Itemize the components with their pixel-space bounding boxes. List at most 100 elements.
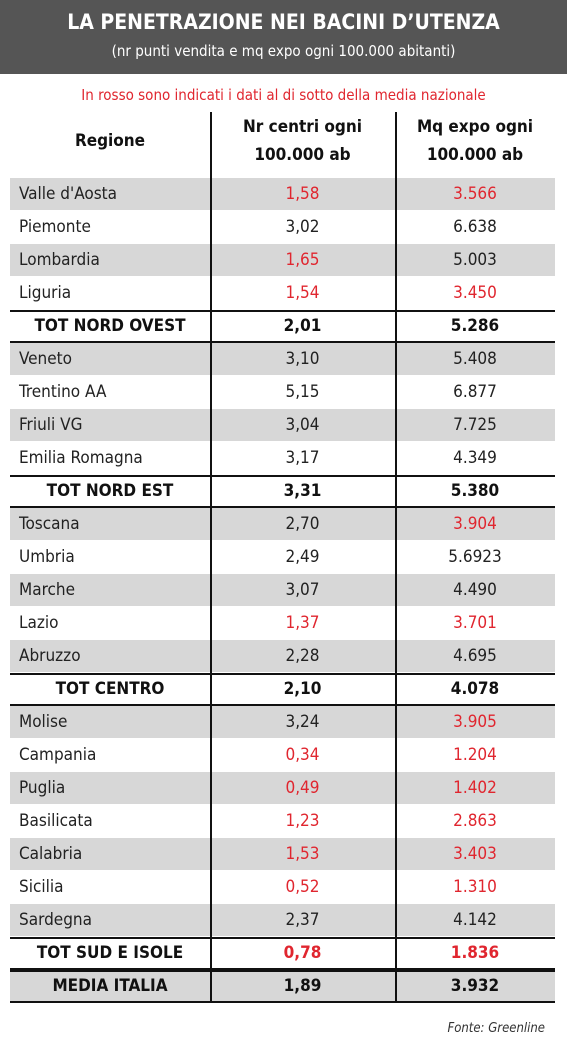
row-label: Friuli VG xyxy=(19,415,83,435)
row-label: Abruzzo xyxy=(19,646,81,666)
cell-value: 3.932 xyxy=(450,976,500,996)
row-sep xyxy=(10,738,555,739)
row-label: Basilicata xyxy=(19,811,93,831)
cell-value: 1,54 xyxy=(285,283,320,303)
cell-value: 1,65 xyxy=(285,250,320,270)
row-label: Sicilia xyxy=(19,877,64,897)
row-sep xyxy=(10,210,555,211)
row-sep xyxy=(10,870,555,871)
row-border xyxy=(10,673,555,675)
row-label: Toscana xyxy=(19,514,80,534)
subtitle: (nr punti vendita e mq expo ogni 100.000… xyxy=(111,42,456,60)
row-bg xyxy=(10,970,555,1003)
cell-value: 2,37 xyxy=(285,910,320,930)
row-label: TOT NORD OVEST xyxy=(34,316,186,336)
row-sep xyxy=(10,573,555,574)
cell-value: 0,52 xyxy=(285,877,320,897)
row-label: Marche xyxy=(19,580,75,600)
cell-value: 1.836 xyxy=(450,943,500,963)
row-label: Liguria xyxy=(19,283,72,303)
cell-value: 3.701 xyxy=(453,613,497,633)
cell-value: 0,34 xyxy=(285,745,320,765)
row-label: Emilia Romagna xyxy=(19,448,143,468)
row-label: TOT SUD E ISOLE xyxy=(36,943,184,963)
title: LA PENETRAZIONE NEI BACINI D’UTENZA xyxy=(67,10,500,34)
cell-value: 5.286 xyxy=(450,316,500,336)
row-label: Piemonte xyxy=(19,217,91,237)
row-sep xyxy=(10,837,555,838)
column-divider xyxy=(210,112,212,1003)
row-bg xyxy=(10,574,555,607)
row-sep xyxy=(10,606,555,607)
row-sep xyxy=(10,771,555,772)
cell-value: 4.490 xyxy=(453,580,497,600)
cell-value: 5.6923 xyxy=(448,547,502,567)
cell-value: 1.310 xyxy=(453,877,497,897)
cell-value: 4.349 xyxy=(453,448,497,468)
cell-value: 3,17 xyxy=(285,448,320,468)
row-sep xyxy=(10,936,555,937)
row-bg xyxy=(10,838,555,871)
row-border xyxy=(10,310,555,312)
cell-value: 1.402 xyxy=(453,778,497,798)
cell-value: 0,78 xyxy=(283,943,322,963)
row-border xyxy=(10,704,555,706)
cell-value: 6.877 xyxy=(453,382,497,402)
cell-value: 3,04 xyxy=(285,415,320,435)
cell-value: 3,02 xyxy=(285,217,320,237)
row-sep xyxy=(10,672,555,673)
note: In rosso sono indicati i dati al di sott… xyxy=(81,86,486,104)
row-sep xyxy=(10,408,555,409)
row-label: Sardegna xyxy=(19,910,92,930)
row-bg xyxy=(10,508,555,541)
cell-value: 3,07 xyxy=(285,580,320,600)
row-sep xyxy=(10,441,555,442)
row-border xyxy=(10,475,555,477)
column-header: 100.000 ab xyxy=(426,145,524,165)
column-divider xyxy=(395,112,397,1003)
source: Fonte: Greenline xyxy=(447,1021,545,1036)
cell-value: 2,10 xyxy=(283,679,322,699)
row-bg xyxy=(10,343,555,376)
row-sep xyxy=(10,639,555,640)
row-sep xyxy=(10,243,555,244)
row-label: Valle d'Aosta xyxy=(19,184,118,204)
row-sep xyxy=(10,804,555,805)
row-label: Veneto xyxy=(19,349,73,369)
column-header: 100.000 ab xyxy=(254,145,351,165)
row-label: Molise xyxy=(19,712,68,732)
row-bg xyxy=(10,640,555,673)
cell-value: 4.695 xyxy=(453,646,497,666)
column-header: Mq expo ogni xyxy=(416,117,534,137)
row-sep xyxy=(10,276,555,277)
cell-value: 2.863 xyxy=(453,811,497,831)
row-label: TOT NORD EST xyxy=(46,481,174,501)
cell-value: 4.078 xyxy=(450,679,500,699)
cell-value: 1,53 xyxy=(285,844,320,864)
cell-value: 1,58 xyxy=(285,184,320,204)
row-bg xyxy=(10,772,555,805)
row-sep xyxy=(10,375,555,376)
cell-value: 2,70 xyxy=(285,514,320,534)
cell-value: 2,28 xyxy=(285,646,320,666)
row-bg xyxy=(10,706,555,739)
cell-value: 3.403 xyxy=(453,844,497,864)
cell-value: 2,01 xyxy=(283,316,322,336)
row-bg xyxy=(10,244,555,277)
row-label: Umbria xyxy=(19,547,75,567)
cell-value: 3,24 xyxy=(285,712,320,732)
cell-value: 3.566 xyxy=(453,184,497,204)
row-sep xyxy=(10,540,555,541)
column-header: Regione xyxy=(74,131,146,151)
row-label: MEDIA ITALIA xyxy=(52,976,168,996)
cell-value: 7.725 xyxy=(453,415,497,435)
row-label: TOT CENTRO xyxy=(55,679,165,699)
cell-value: 6.638 xyxy=(453,217,497,237)
cell-value: 3.904 xyxy=(453,514,497,534)
row-label: Lombardia xyxy=(19,250,100,270)
cell-value: 5.380 xyxy=(450,481,500,501)
row-bg xyxy=(10,904,555,937)
row-border xyxy=(10,341,555,343)
cell-value: 0,49 xyxy=(285,778,320,798)
